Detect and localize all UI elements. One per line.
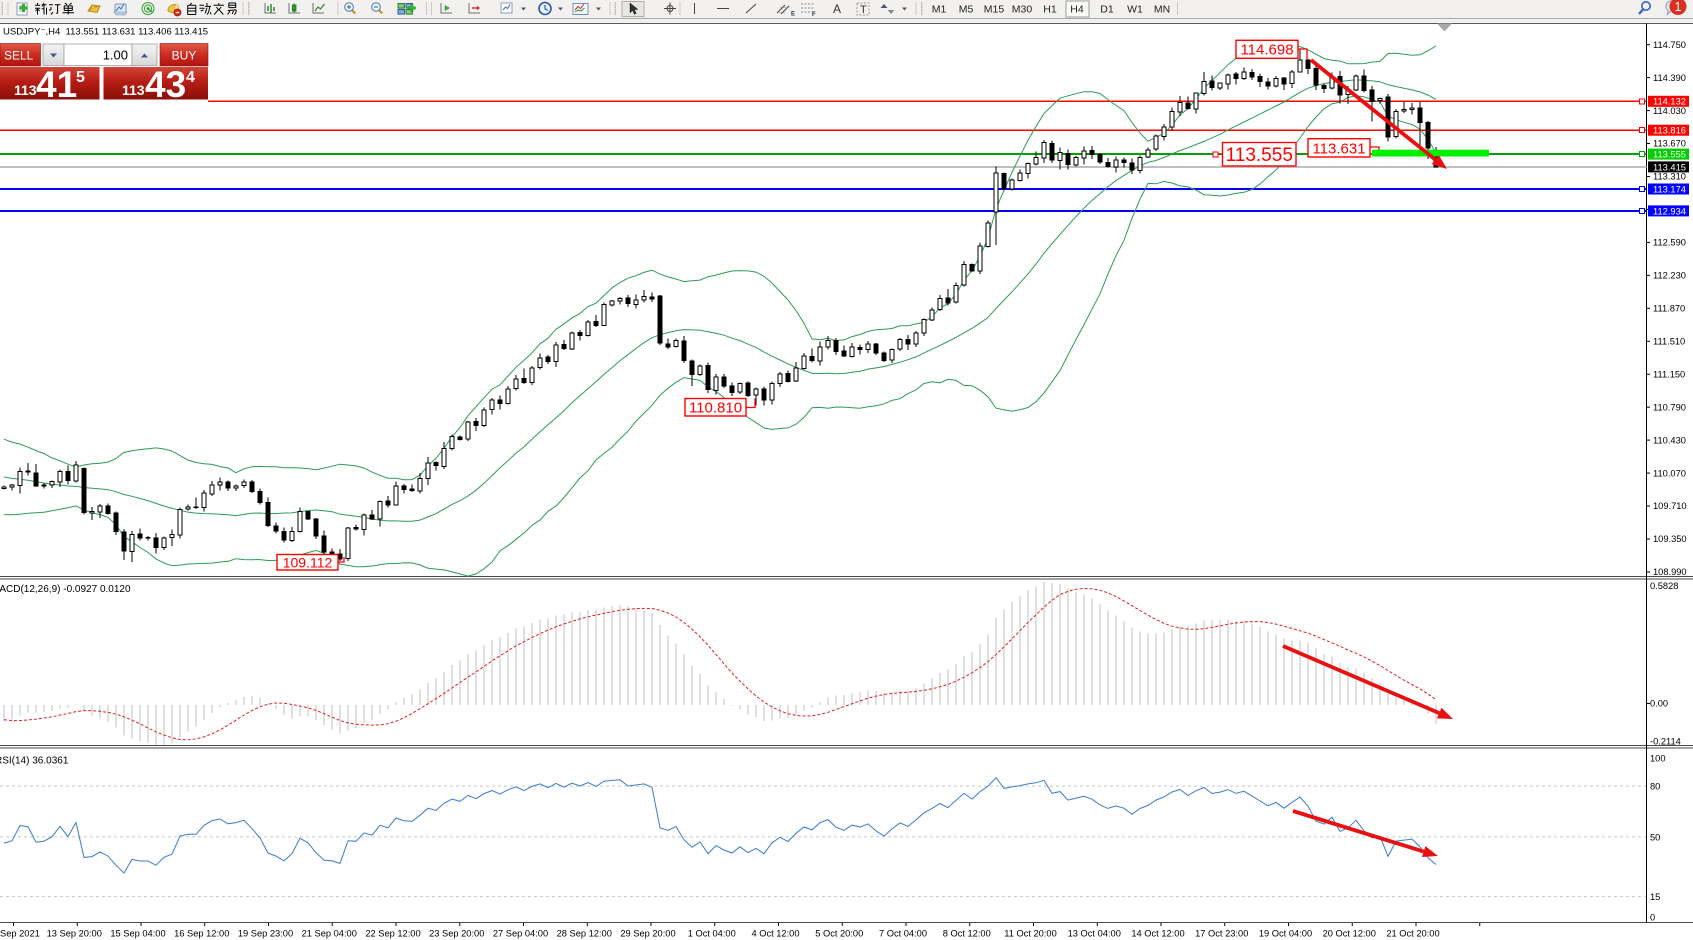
svg-text:M30: M30: [1012, 4, 1033, 16]
svg-text:29 Sep 20:00: 29 Sep 20:00: [620, 929, 675, 939]
svg-text:43: 43: [145, 64, 186, 105]
svg-text:M1: M1: [932, 4, 947, 16]
svg-text:113: 113: [14, 82, 37, 98]
svg-text:113.670: 113.670: [1653, 139, 1686, 149]
svg-text:112.590: 112.590: [1653, 238, 1686, 248]
svg-text:7 Oct 04:00: 7 Oct 04:00: [879, 929, 927, 939]
svg-text:113.631: 113.631: [1312, 140, 1365, 157]
svg-text:H4: H4: [1070, 4, 1084, 16]
svg-text:RSI(14) 36.0361: RSI(14) 36.0361: [0, 756, 69, 767]
svg-text:11 Oct 20:00: 11 Oct 20:00: [1004, 929, 1057, 939]
svg-text:50: 50: [1650, 832, 1660, 842]
svg-text:BUY: BUY: [172, 49, 197, 63]
svg-text:M15: M15: [984, 4, 1005, 16]
svg-text:100: 100: [1650, 753, 1666, 763]
svg-text:109.350: 109.350: [1653, 534, 1687, 544]
svg-text:A: A: [833, 2, 841, 16]
svg-text:111.150: 111.150: [1653, 369, 1685, 379]
svg-text:23 Sep 20:00: 23 Sep 20:00: [429, 929, 484, 939]
svg-text:110.070: 110.070: [1653, 468, 1686, 478]
svg-text:E: E: [791, 12, 795, 18]
svg-text:0: 0: [1650, 912, 1655, 922]
svg-text:113.310: 113.310: [1653, 172, 1686, 182]
svg-text:13 Sep 20:00: 13 Sep 20:00: [47, 929, 102, 939]
svg-text:27 Sep 04:00: 27 Sep 04:00: [493, 929, 548, 939]
svg-text:114.698: 114.698: [1240, 42, 1293, 59]
svg-text:8 Oct 12:00: 8 Oct 12:00: [943, 929, 991, 939]
svg-text:1.00: 1.00: [103, 48, 128, 63]
svg-text:5: 5: [76, 69, 85, 86]
svg-text:19 Sep 23:00: 19 Sep 23:00: [238, 929, 293, 939]
svg-text:111.510: 111.510: [1653, 337, 1685, 347]
svg-text:D1: D1: [1100, 4, 1114, 16]
svg-text:109.710: 109.710: [1653, 501, 1687, 511]
svg-text:114.750: 114.750: [1653, 40, 1686, 50]
svg-text:113: 113: [122, 82, 145, 98]
svg-text:14 Oct 12:00: 14 Oct 12:00: [1131, 929, 1184, 939]
svg-text:113.555: 113.555: [1653, 150, 1686, 160]
svg-text:112.934: 112.934: [1653, 206, 1686, 216]
svg-text:110.430: 110.430: [1653, 435, 1686, 445]
svg-text:13 Oct 04:00: 13 Oct 04:00: [1068, 929, 1121, 939]
svg-text:80: 80: [1650, 782, 1660, 792]
svg-text:Sep 2021: Sep 2021: [0, 929, 40, 939]
svg-text:112.230: 112.230: [1653, 271, 1686, 281]
svg-text:20 Oct 12:00: 20 Oct 12:00: [1323, 929, 1376, 939]
svg-text:SELL: SELL: [4, 49, 34, 63]
svg-text:1 Oct 04:00: 1 Oct 04:00: [688, 929, 736, 939]
svg-text:4 Oct 12:00: 4 Oct 12:00: [751, 929, 799, 939]
svg-text:1: 1: [1675, 0, 1682, 14]
svg-text:T: T: [860, 4, 867, 16]
svg-text:109.112: 109.112: [283, 554, 333, 570]
svg-text:17 Oct 23:00: 17 Oct 23:00: [1195, 929, 1248, 939]
svg-text:22 Sep 12:00: 22 Sep 12:00: [365, 929, 420, 939]
svg-text:113.174: 113.174: [1653, 184, 1686, 194]
svg-text:110.810: 110.810: [689, 400, 742, 417]
svg-text:16 Sep 12:00: 16 Sep 12:00: [174, 929, 229, 939]
svg-text:21 Sep 04:00: 21 Sep 04:00: [302, 929, 357, 939]
svg-text:F: F: [812, 12, 816, 18]
svg-text:W1: W1: [1127, 4, 1143, 16]
svg-text:108.990: 108.990: [1653, 567, 1687, 577]
svg-text:15 Sep 04:00: 15 Sep 04:00: [110, 929, 165, 939]
svg-text:114.132: 114.132: [1653, 97, 1686, 107]
svg-text:21 Oct 20:00: 21 Oct 20:00: [1386, 929, 1439, 939]
svg-text:41: 41: [36, 64, 77, 105]
svg-text:114.390: 114.390: [1653, 73, 1686, 83]
svg-text:-0.2114: -0.2114: [1650, 736, 1681, 746]
svg-text:111.870: 111.870: [1653, 304, 1685, 314]
svg-text:5 Oct 20:00: 5 Oct 20:00: [815, 929, 863, 939]
svg-text:0.00: 0.00: [1650, 699, 1668, 709]
svg-text:114.030: 114.030: [1653, 106, 1686, 116]
svg-text:H1: H1: [1043, 4, 1057, 16]
svg-text:19 Oct 04:00: 19 Oct 04:00: [1259, 929, 1312, 939]
svg-text:113.816: 113.816: [1653, 126, 1686, 136]
svg-text:113.415: 113.415: [1653, 162, 1686, 172]
svg-text:MN: MN: [1154, 4, 1170, 16]
svg-text:USDJPY⁻,H4 113.551 113.631 11: USDJPY⁻,H4 113.551 113.631 113.406 113.4…: [3, 27, 208, 38]
svg-text:113.555: 113.555: [1226, 145, 1293, 166]
svg-text:28 Sep 12:00: 28 Sep 12:00: [557, 929, 612, 939]
svg-text:4: 4: [186, 69, 195, 86]
svg-text:M5: M5: [959, 4, 974, 16]
svg-text:15: 15: [1650, 892, 1660, 902]
svg-text:MACD(12,26,9) -0.0927 0.0120: MACD(12,26,9) -0.0927 0.0120: [0, 584, 131, 595]
svg-text:110.790: 110.790: [1653, 402, 1686, 412]
svg-text:0.5828: 0.5828: [1650, 581, 1678, 591]
